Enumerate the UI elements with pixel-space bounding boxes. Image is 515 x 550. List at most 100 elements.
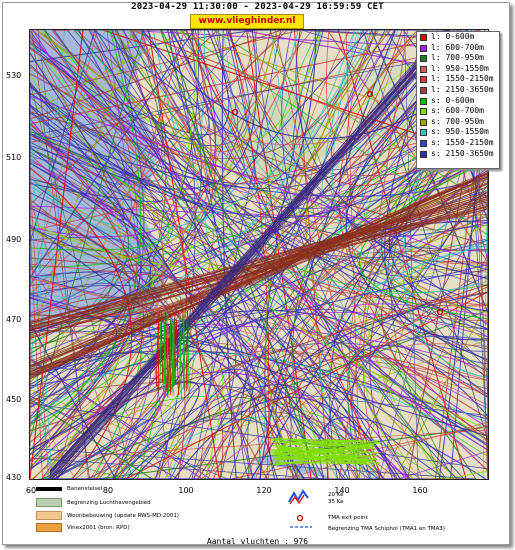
flight-track xyxy=(159,322,161,384)
y-tick: 450 xyxy=(6,395,22,404)
flight-track xyxy=(30,318,213,479)
flight-track xyxy=(30,30,285,296)
flight-track xyxy=(30,180,49,479)
flight-track xyxy=(30,30,247,285)
flight-track xyxy=(49,30,451,478)
flight-track xyxy=(240,30,396,479)
flight-track xyxy=(380,207,488,438)
flight-track xyxy=(30,30,202,409)
flight-track xyxy=(140,30,238,134)
flight-track xyxy=(374,220,488,279)
legend-swatch xyxy=(420,76,427,84)
flight-track xyxy=(164,324,167,383)
flight-track xyxy=(221,30,237,479)
flight-track xyxy=(30,203,488,339)
flight-track xyxy=(30,30,454,382)
flight-track xyxy=(30,155,488,408)
flight-track xyxy=(30,448,477,479)
y-tick: 470 xyxy=(6,315,22,324)
legend-label: s: 600-700m xyxy=(431,106,484,116)
flight-track xyxy=(214,30,488,206)
legend-swatch xyxy=(420,55,427,63)
runway-swatch xyxy=(36,487,62,491)
housing-swatch xyxy=(36,511,62,520)
flight-track xyxy=(185,310,189,392)
flight-track xyxy=(30,216,131,405)
flight-track xyxy=(56,30,448,479)
flight-track xyxy=(274,451,376,463)
legend-swatch xyxy=(420,86,427,94)
flight-track xyxy=(30,52,125,434)
flight-track xyxy=(274,456,364,464)
tma-exit-key-label: TMA exit point xyxy=(328,515,368,521)
flight-track xyxy=(30,30,301,96)
flight-track xyxy=(30,196,488,324)
flight-track xyxy=(30,309,488,417)
flight-track xyxy=(175,320,179,395)
flight-track xyxy=(148,30,220,479)
flight-track xyxy=(274,438,366,442)
x-tick: 100 xyxy=(178,486,194,495)
legend-label: s: 2150-3650m xyxy=(431,148,494,158)
flight-track xyxy=(30,130,488,198)
flight-track xyxy=(30,167,133,479)
x-tick: 80 xyxy=(102,486,114,495)
flight-track xyxy=(197,129,488,479)
flight-track xyxy=(157,310,160,394)
legend-label: s: 0-600m xyxy=(431,95,475,105)
tma-boundary-icon xyxy=(290,526,312,528)
flight-track xyxy=(30,182,488,372)
legend-entry: s: 0-600m xyxy=(417,96,499,107)
flight-track xyxy=(279,446,377,454)
flight-track xyxy=(30,120,488,456)
airport-boundary-key-label: Begrenzing Luchthavengebied xyxy=(67,500,151,506)
site-link[interactable]: www.vlieghinder.nl xyxy=(190,14,304,29)
time-range-title: 2023-04-29 11:30:00 - 2023-04-29 16:59:5… xyxy=(131,2,384,12)
flight-track xyxy=(30,203,488,331)
flight-track xyxy=(279,440,365,443)
flight-track xyxy=(30,297,488,437)
legend-label: s: 700-950m xyxy=(431,116,484,126)
flight-track xyxy=(30,224,43,479)
flight-track xyxy=(207,353,358,479)
legend-label: l: 1550-2150m xyxy=(431,74,494,84)
runway-key-label: Banenstelsel xyxy=(67,486,103,492)
legend-swatch xyxy=(420,139,427,147)
x-tick: 60 xyxy=(25,486,37,495)
flight-track xyxy=(30,123,144,450)
flight-track xyxy=(285,238,488,479)
flight-track xyxy=(30,176,488,377)
flight-track xyxy=(30,41,488,294)
flight-track xyxy=(30,339,142,479)
flight-track xyxy=(30,48,488,136)
legend-entry: s: 950-1550m xyxy=(417,127,499,138)
legend-label: l: 700-950m xyxy=(431,53,484,63)
flight-track xyxy=(273,461,378,465)
flight-track xyxy=(30,308,488,396)
flight-track xyxy=(94,30,488,209)
flight-track xyxy=(183,310,186,389)
altitude-legend: l: 0-600m l: 600-700m l: 700-950m l: 950-15… xyxy=(416,31,500,169)
legend-entry: s: 700-950m xyxy=(417,117,499,128)
flight-track xyxy=(30,200,127,479)
flight-track xyxy=(168,318,172,388)
flight-track xyxy=(30,126,488,232)
legend-label: l: 2150-3650m xyxy=(431,84,494,94)
legend-entry: s: 1550-2150m xyxy=(417,138,499,149)
legend-label: l: 600-700m xyxy=(431,42,484,52)
flight-track xyxy=(30,41,488,144)
flight-track xyxy=(30,36,268,479)
flight-track xyxy=(30,30,84,479)
flight-track xyxy=(40,30,322,148)
flight-track xyxy=(125,291,488,479)
flight-track xyxy=(284,421,488,479)
tma-exit-point-icon xyxy=(296,514,304,522)
flight-track xyxy=(30,52,305,479)
flight-track xyxy=(30,30,372,230)
flight-track xyxy=(274,458,366,465)
flight-track xyxy=(444,470,488,479)
flight-track xyxy=(273,455,374,460)
legend-label: l: 0-600m xyxy=(431,32,475,41)
flight-track xyxy=(30,30,66,370)
flight-count: Aantal vluchten : 976 xyxy=(206,537,309,546)
